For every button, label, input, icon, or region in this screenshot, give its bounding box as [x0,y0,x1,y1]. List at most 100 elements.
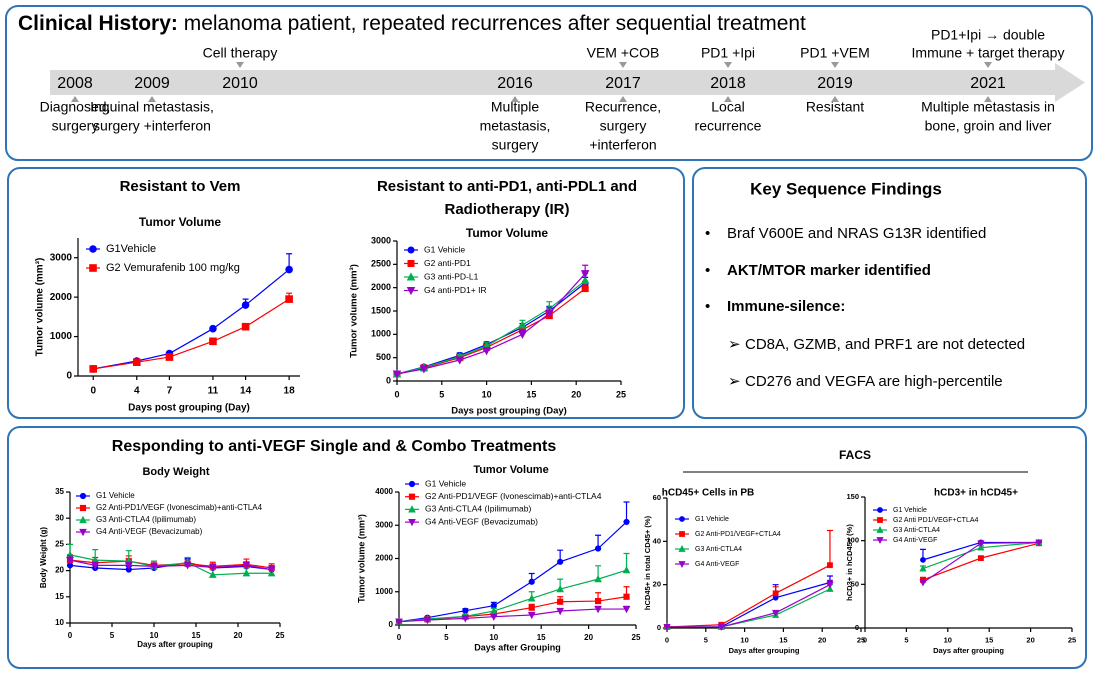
legend-label: G4 Anti-VEGF (Bevacizumab) [96,527,203,536]
series-line [69,559,272,571]
legend-label: G3 anti-PD-L1 [424,271,479,281]
chart-title: hCD45+ Cells in PB [662,488,755,499]
data-point [827,562,833,569]
data-point [241,301,250,309]
legend-marker [408,519,416,527]
data-point [622,565,631,574]
data-point [242,562,251,570]
timeline-event: Inguinal metastasis, [90,99,214,115]
legend-marker [406,272,416,281]
title-rest: melanoma patient, repeated recurrences a… [178,12,806,35]
timeline-pointer [71,96,79,102]
data-point [527,611,536,620]
y-tick-label: 0 [657,623,661,632]
chart-subtitle: Tumor Volume [466,226,549,240]
timeline-year: 2017 [605,75,641,92]
y-axis-label: Tumor volume (mm³) [349,264,360,358]
error-bar [826,529,833,566]
data-point [518,320,527,329]
legend-marker [679,516,685,522]
x-tick-label: 15 [537,633,546,642]
y-tick-label: 150 [846,492,859,501]
x-tick-label: 15 [985,635,993,644]
finding-bullet: • [705,298,710,315]
chart-title: Body Weight [142,466,209,478]
data-point [556,607,564,616]
findings-title: Key Sequence Findings [750,179,942,198]
data-point [132,358,141,366]
x-tick-label: 5 [904,635,908,644]
data-point [977,540,985,548]
y-tick-label: 1000 [50,331,73,342]
timeline-pointer [984,62,992,68]
y-tick-label: 500 [376,352,391,362]
x-tick-label: 0 [863,635,867,644]
x-tick-label: 5 [439,389,444,399]
data-point [89,365,98,373]
legend-label: G1 Vehicle [424,244,465,254]
data-point [920,556,926,563]
data-point [461,615,470,623]
data-point [518,330,527,340]
data-point [528,578,535,585]
x-tick-label: 14 [240,386,252,397]
y-tick-label: 2000 [50,292,73,303]
data-point [663,624,671,631]
timeline-band [50,70,1055,95]
data-point [527,594,536,602]
data-point [1035,539,1043,547]
x-tick-label: 15 [192,631,201,640]
x-tick-label: 15 [526,389,536,399]
y-tick-label: 50 [851,579,859,588]
timeline-year: 2008 [57,75,93,92]
x-tick-label: 11 [208,386,219,397]
timeline-treatment: Cell therapy [203,45,278,61]
timeline-year: 2019 [817,75,853,92]
x-tick-label: 10 [944,635,952,644]
data-point [241,322,250,331]
legend-marker [406,287,416,296]
timeline-pointer [511,96,519,102]
data-point [209,324,217,333]
chart-title: Resistant to Vem [120,178,241,195]
y-tick-label: 35 [55,487,64,496]
history-title: Clinical History: melanoma patient, repe… [18,12,806,35]
timeline-pointer [619,96,627,102]
timeline-year: 2010 [222,75,258,92]
data-point [242,569,251,577]
x-tick-label: 5 [444,633,449,642]
timeline-pointer [831,62,839,68]
timeline-event: surgery [492,137,539,153]
data-point [977,543,985,551]
timeline-treatment: PD1 +VEM [800,45,870,61]
series-line [69,554,272,576]
x-tick-label: 15 [779,635,787,644]
y-tick-label: 2000 [375,554,393,563]
data-point [528,604,535,611]
timeline-year: 2021 [970,75,1006,92]
data-point [183,562,192,570]
data-point [556,584,564,593]
data-point [826,585,834,592]
y-tick-label: 2500 [371,259,391,269]
data-point [455,356,464,365]
timeline-treatment: PD1 +Ipi [701,45,755,61]
timeline-event: surgery [600,118,647,134]
legend-label: G1 Vehicle [893,507,927,514]
y-tick-label: 20 [55,566,64,575]
finding-text: CD276 and VEGFA are high-percentile [745,373,1003,390]
x-tick-label: 0 [394,389,399,399]
resistance-box [7,167,685,419]
timeline-event: Multiple [491,99,539,115]
series-line [398,608,627,623]
legend-label: G3 Anti-CTLA4 (Ipilimumab) [425,504,531,514]
legend-marker [408,493,416,500]
data-point [580,275,590,285]
timeline-year: 2016 [497,75,533,92]
finding-bullet: • [705,225,710,242]
timeline-event: recurrence [695,118,762,134]
legend-marker [679,531,685,537]
legend-marker [89,264,97,272]
legend-marker [678,561,686,568]
legend-label: G2 anti-PD1 [424,258,471,268]
